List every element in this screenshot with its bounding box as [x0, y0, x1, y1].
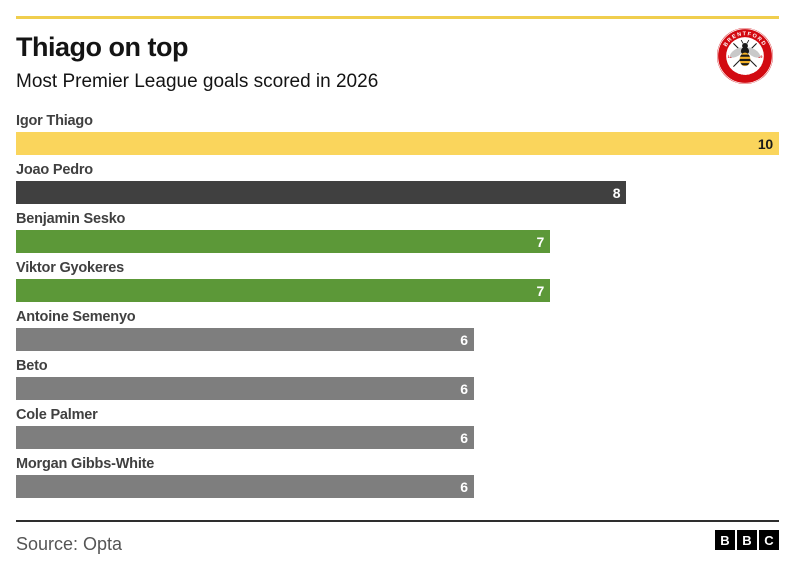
bar-row: Cole Palmer 6	[16, 406, 779, 449]
bar-track: 6	[16, 328, 779, 351]
bar: 6	[16, 426, 474, 449]
crest-year-left: 18	[728, 55, 733, 59]
bbc-letter: C	[764, 532, 774, 548]
bar-value-label: 6	[460, 331, 468, 348]
bar-value-label: 8	[612, 184, 621, 201]
bar: 6	[16, 377, 474, 400]
bar-category-label: Igor Thiago	[16, 113, 93, 129]
bar-row: Antoine Semenyo 6	[16, 308, 779, 351]
bar-row: Benjamin Sesko 7	[16, 210, 779, 253]
bee-icon	[729, 39, 761, 67]
bar-track: 10	[16, 132, 779, 155]
source-attribution: Source: Opta	[16, 534, 123, 554]
bar: 7	[16, 230, 551, 253]
footer-rule	[16, 520, 779, 522]
bar-value-label: 10	[757, 135, 773, 152]
bbc-logo: B B C	[715, 530, 779, 550]
bar-row: Joao Pedro 8	[16, 161, 779, 204]
crest-year-right: 89	[758, 55, 762, 59]
page-subtitle: Most Premier League goals scored in 2026	[16, 71, 379, 92]
bar: 6	[16, 475, 474, 498]
bar-row: Morgan Gibbs-White 6	[16, 455, 779, 498]
chart-rows: Igor Thiago 10 Joao Pedro 8 Benjamin Sesko 7 V…	[16, 112, 779, 498]
bar-row: Igor Thiago 10	[16, 112, 779, 155]
bar-track: 7	[16, 279, 779, 302]
bar-track: 6	[16, 426, 779, 449]
page-title: Thiago on top	[16, 32, 188, 62]
bar-track: 6	[16, 475, 779, 498]
bar-track: 6	[16, 377, 779, 400]
bar-value-label: 6	[460, 429, 468, 446]
bbc-logo-block: C	[759, 530, 779, 550]
bar-category-label: Morgan Gibbs-White	[16, 456, 155, 472]
bar-row: Beto 6	[16, 357, 779, 400]
bar-value-label: 7	[536, 282, 545, 299]
bar: 8	[16, 181, 627, 204]
bbc-logo-block: B	[737, 530, 757, 550]
bar-value-label: 6	[460, 380, 468, 397]
bar-category-label: Viktor Gyokeres	[16, 260, 124, 276]
bar-category-label: Joao Pedro	[16, 162, 93, 178]
bar-category-label: Antoine Semenyo	[16, 309, 136, 325]
bbc-logo-block: B	[715, 530, 735, 550]
bar: 6	[16, 328, 474, 351]
bbc-letter: B	[742, 532, 752, 548]
bar-category-label: Benjamin Sesko	[16, 211, 126, 227]
bar: 10	[16, 132, 779, 155]
bar-value-label: 7	[536, 233, 545, 250]
bbc-letter: B	[720, 532, 730, 548]
top-accent-rule	[16, 16, 779, 19]
bar-track: 7	[16, 230, 779, 253]
bar-category-label: Cole Palmer	[16, 407, 98, 423]
bar-track: 8	[16, 181, 779, 204]
bar-category-label: Beto	[16, 358, 48, 374]
bar-value-label: 6	[460, 478, 468, 495]
bar: 7	[16, 279, 551, 302]
brentford-fc-crest-icon: BRENTFORD FOOTBALL CLUB 18 89	[716, 27, 774, 85]
bar-row: Viktor Gyokeres 7	[16, 259, 779, 302]
bar-chart: Igor Thiago 10 Joao Pedro 8 Benjamin Sesko 7 V…	[16, 112, 779, 504]
